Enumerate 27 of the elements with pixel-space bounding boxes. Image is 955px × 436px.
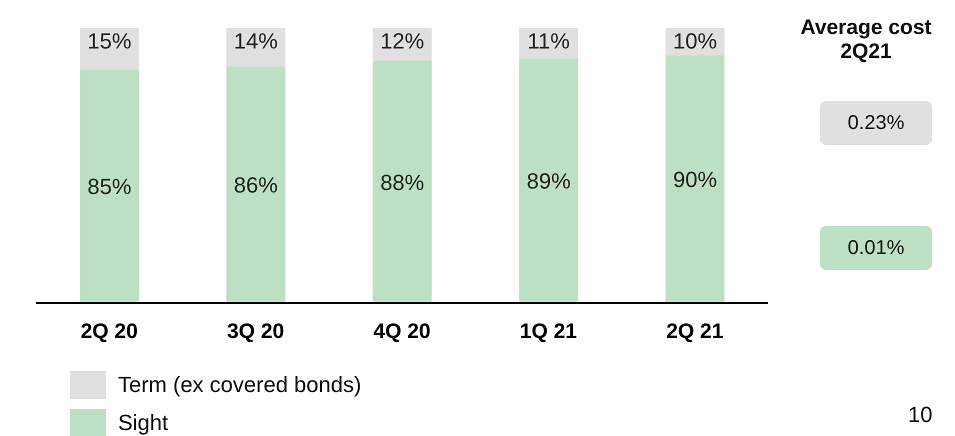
text: 10 <box>908 402 932 428</box>
text: 0.23% <box>820 101 932 145</box>
x-tick-label: 3Q 20 <box>226 320 284 343</box>
data-label: 15% <box>87 28 132 54</box>
data-label: 86% <box>234 172 278 198</box>
data-label: 90% <box>672 167 718 192</box>
data-label: 85% <box>87 174 132 199</box>
data-label: 14% <box>234 28 278 54</box>
x-tick-label: 4Q 20 <box>373 320 431 343</box>
legend-label: Sight <box>118 410 168 436</box>
bar <box>372 61 432 303</box>
data-label: 11% <box>527 28 570 54</box>
data-label: 89% <box>526 168 571 194</box>
x-tick-label: 2Q 21 <box>666 320 724 343</box>
bar <box>519 58 578 303</box>
bar <box>666 56 725 303</box>
text: 0.01% <box>820 226 932 270</box>
data-label: 12% <box>380 28 424 54</box>
data-label: 88% <box>380 170 424 195</box>
bar <box>80 28 139 70</box>
data-label: 10% <box>672 28 718 54</box>
bar <box>226 66 286 303</box>
legend-label: Term (ex covered bonds) <box>118 372 362 398</box>
x-tick-label: 1Q 21 <box>520 320 578 343</box>
bar <box>80 69 139 303</box>
x-tick-label: 2Q 20 <box>80 320 138 343</box>
text: Average cost 2Q21 <box>799 16 933 64</box>
